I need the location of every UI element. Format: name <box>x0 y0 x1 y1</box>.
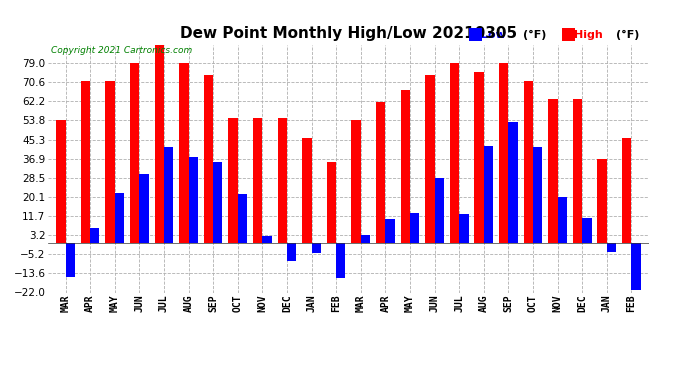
Bar <box>56 120 66 243</box>
Bar <box>509 122 518 243</box>
Bar <box>435 178 444 243</box>
Text: (°F): (°F) <box>522 30 546 40</box>
Bar <box>139 174 148 243</box>
Bar <box>262 236 272 243</box>
Bar <box>450 63 459 243</box>
Bar <box>253 118 262 243</box>
Bar <box>115 193 124 243</box>
Bar <box>327 162 336 243</box>
Bar <box>228 118 238 243</box>
Bar <box>385 219 395 243</box>
Bar <box>204 75 213 243</box>
Bar <box>81 81 90 243</box>
Bar <box>631 243 641 290</box>
Bar <box>287 243 296 261</box>
Text: Low: Low <box>480 30 505 40</box>
Bar <box>179 63 188 243</box>
Bar <box>558 197 567 243</box>
FancyBboxPatch shape <box>562 28 575 41</box>
Bar <box>598 159 607 243</box>
Bar <box>401 90 410 243</box>
Bar <box>66 243 75 277</box>
Bar <box>573 99 582 243</box>
Bar <box>622 138 631 243</box>
Title: Dew Point Monthly High/Low 20210305: Dew Point Monthly High/Low 20210305 <box>180 26 517 41</box>
Text: High: High <box>573 30 602 40</box>
Bar <box>351 120 361 243</box>
Bar <box>130 63 139 243</box>
Bar <box>336 243 346 278</box>
Bar <box>607 243 616 252</box>
Bar <box>582 217 591 243</box>
Bar <box>499 63 509 243</box>
Bar <box>549 99 558 243</box>
Bar <box>155 45 164 243</box>
Bar <box>425 75 435 243</box>
FancyBboxPatch shape <box>469 28 482 41</box>
Bar <box>302 138 312 243</box>
Bar <box>484 146 493 243</box>
Bar <box>213 162 222 243</box>
Bar <box>164 147 173 243</box>
Bar <box>524 81 533 243</box>
Bar <box>90 228 99 243</box>
Bar <box>533 147 542 243</box>
Bar <box>312 243 321 253</box>
Bar <box>188 158 198 243</box>
Bar <box>410 213 420 243</box>
Bar <box>277 118 287 243</box>
Bar <box>106 81 115 243</box>
Bar <box>475 72 484 243</box>
Text: (°F): (°F) <box>615 30 639 40</box>
Text: Copyright 2021 Cartronics.com: Copyright 2021 Cartronics.com <box>51 46 193 55</box>
Bar <box>459 214 469 243</box>
Bar <box>376 102 385 243</box>
Bar <box>238 194 247 243</box>
Bar <box>361 235 370 243</box>
